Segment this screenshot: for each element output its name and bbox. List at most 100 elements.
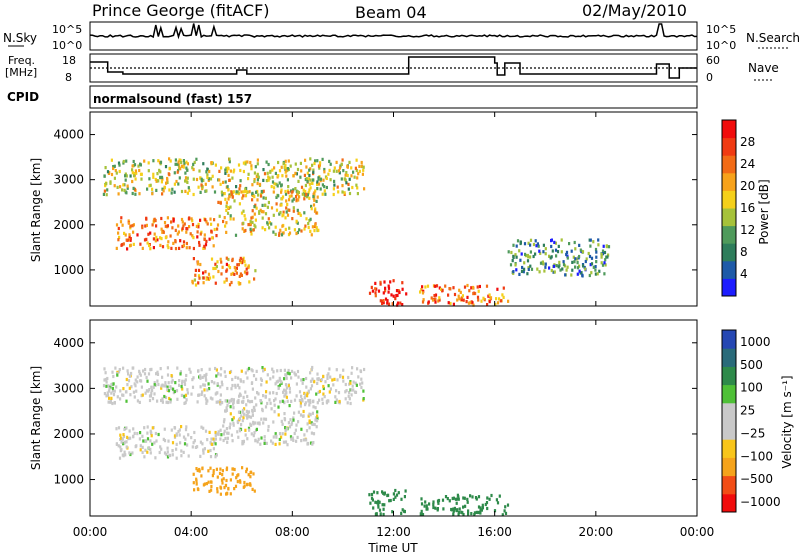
data-cell xyxy=(282,162,285,166)
data-cell xyxy=(242,190,245,194)
data-cell xyxy=(131,224,134,228)
data-cell xyxy=(294,187,297,191)
data-cell xyxy=(145,375,148,380)
data-cell xyxy=(594,268,597,272)
colorbar-swatch xyxy=(722,402,736,422)
data-cell xyxy=(276,184,279,188)
data-cell xyxy=(213,440,216,444)
data-cell xyxy=(389,280,392,284)
data-cell xyxy=(253,408,256,412)
data-cell xyxy=(307,414,310,418)
data-cell xyxy=(284,428,287,433)
data-cell xyxy=(274,171,277,175)
data-cell xyxy=(338,166,342,170)
data-cell xyxy=(420,497,423,501)
data-cell xyxy=(503,509,506,513)
data-cell xyxy=(302,378,305,382)
data-cell xyxy=(281,174,284,178)
data-cell xyxy=(287,421,290,425)
data-cell xyxy=(495,297,498,301)
data-cell xyxy=(116,185,119,189)
data-cell xyxy=(219,486,223,490)
data-cell xyxy=(140,394,143,398)
data-cell xyxy=(437,501,440,505)
data-cell xyxy=(247,366,251,371)
data-cell xyxy=(131,164,134,168)
data-cell xyxy=(321,401,324,405)
data-cell xyxy=(284,383,288,387)
data-cell xyxy=(236,263,239,267)
data-cell xyxy=(594,272,597,276)
data-cell xyxy=(214,281,217,285)
data-cell xyxy=(221,401,224,405)
data-cell xyxy=(108,171,111,175)
data-cell xyxy=(313,209,317,213)
data-cell xyxy=(206,175,209,179)
data-cell xyxy=(303,227,306,231)
data-cell xyxy=(324,380,327,384)
data-cell xyxy=(242,439,245,443)
data-cell xyxy=(256,198,259,202)
data-cell xyxy=(355,383,358,387)
data-cell xyxy=(249,471,252,475)
data-cell xyxy=(141,393,144,397)
data-cell xyxy=(164,395,168,400)
data-cell xyxy=(292,438,295,442)
data-cell xyxy=(181,226,184,230)
noise-right-label: N.Search xyxy=(746,31,800,45)
data-cell xyxy=(319,187,322,191)
data-cell xyxy=(291,436,294,440)
data-cell xyxy=(203,447,206,451)
data-cell xyxy=(295,231,298,236)
data-cell xyxy=(272,370,275,374)
data-cell xyxy=(132,390,135,394)
data-cell xyxy=(554,248,558,252)
data-cell xyxy=(229,492,232,496)
data-cell xyxy=(477,289,480,293)
colorbar-swatch xyxy=(722,225,736,244)
data-cell xyxy=(290,369,294,373)
data-cell xyxy=(133,431,136,435)
data-cell xyxy=(372,506,375,510)
data-cell xyxy=(322,384,325,389)
data-cell xyxy=(128,374,131,378)
data-cell xyxy=(299,413,303,417)
data-cell xyxy=(387,286,391,290)
data-cell xyxy=(238,386,241,390)
data-cell xyxy=(219,467,222,471)
data-cell xyxy=(193,430,196,435)
data-cell xyxy=(501,293,504,297)
data-cell xyxy=(163,439,167,443)
data-cell xyxy=(213,218,216,222)
data-cell xyxy=(527,267,530,271)
data-cell xyxy=(466,500,469,504)
data-cell xyxy=(209,448,212,453)
data-cell xyxy=(214,366,217,371)
data-cell xyxy=(110,396,113,400)
data-cell xyxy=(252,434,255,438)
data-cell xyxy=(571,260,574,264)
data-cell xyxy=(144,448,147,452)
data-cell xyxy=(166,446,169,450)
data-cell xyxy=(205,220,208,224)
data-cell xyxy=(170,386,173,391)
data-cell xyxy=(530,267,534,271)
data-cell xyxy=(188,246,191,250)
data-cell xyxy=(519,241,522,246)
colorbar-swatch xyxy=(722,120,736,139)
data-cell xyxy=(240,211,244,215)
data-cell xyxy=(159,170,162,174)
data-cell xyxy=(186,176,189,180)
data-cell xyxy=(145,389,148,393)
data-cell xyxy=(253,223,256,227)
data-cell xyxy=(222,420,226,424)
data-cell xyxy=(312,405,315,409)
data-cell xyxy=(174,158,177,162)
data-cell xyxy=(222,219,225,224)
data-cell xyxy=(292,197,295,201)
data-cell xyxy=(167,389,171,393)
data-cell xyxy=(438,298,441,302)
data-cell xyxy=(466,295,469,299)
data-cell xyxy=(120,243,123,247)
data-cell xyxy=(173,190,176,194)
